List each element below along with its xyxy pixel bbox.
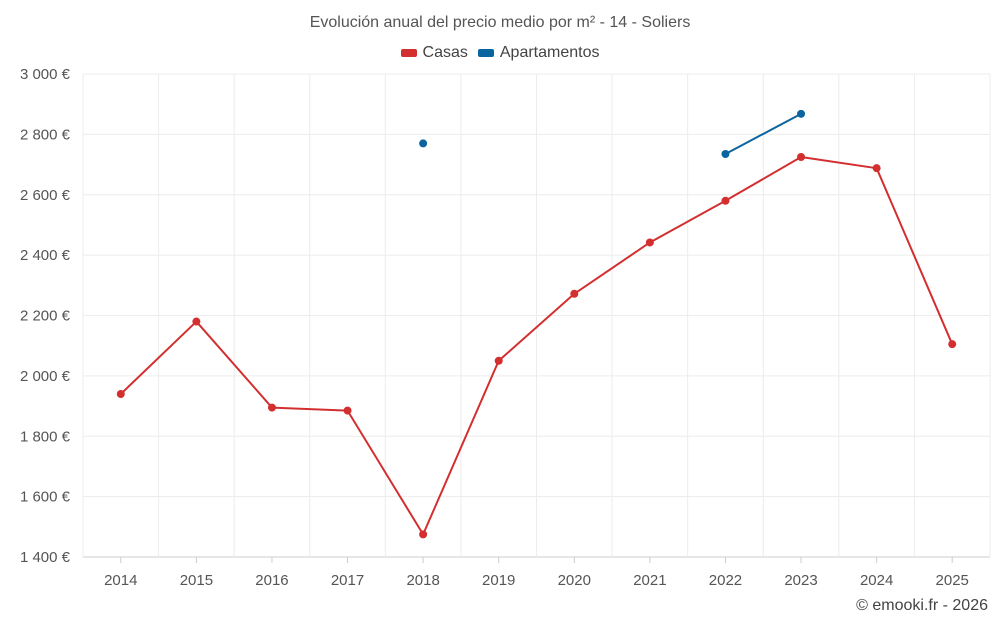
x-tick-label: 2014 bbox=[104, 572, 137, 589]
x-tick-label: 2020 bbox=[558, 572, 591, 589]
x-tick-label: 2015 bbox=[180, 572, 213, 589]
x-tick-label: 2016 bbox=[255, 572, 288, 589]
y-tick-label: 1 800 € bbox=[20, 428, 71, 445]
x-tick-label: 2018 bbox=[406, 572, 439, 589]
y-tick-label: 2 800 € bbox=[20, 126, 71, 143]
x-tick-label: 2024 bbox=[860, 572, 893, 589]
x-tick-label: 2019 bbox=[482, 572, 515, 589]
y-tick-label: 2 600 € bbox=[20, 187, 71, 204]
data-point-casas bbox=[721, 196, 730, 205]
legend-swatch-apartamentos bbox=[477, 49, 494, 57]
y-tick-label: 2 400 € bbox=[20, 247, 71, 264]
footer-credit: © emooki.fr - 2026 bbox=[856, 597, 988, 614]
y-tick-label: 1 400 € bbox=[20, 549, 71, 566]
data-point-casas bbox=[267, 403, 276, 412]
data-point-casas bbox=[948, 340, 957, 349]
data-point-casas bbox=[872, 164, 881, 173]
y-tick-label: 3 000 € bbox=[20, 66, 71, 83]
series-line-casas bbox=[120, 156, 954, 536]
y-tick-label: 2 200 € bbox=[20, 308, 71, 325]
data-point-apartamentos bbox=[419, 139, 428, 148]
x-tick-label: 2022 bbox=[709, 572, 742, 589]
data-point-casas bbox=[494, 356, 503, 365]
y-tick-label: 1 600 € bbox=[20, 489, 71, 506]
x-tick-label: 2023 bbox=[784, 572, 817, 589]
series-line-apartamentos bbox=[724, 112, 802, 155]
data-point-casas bbox=[192, 317, 201, 326]
legend-label-casas: Casas bbox=[422, 44, 468, 61]
data-point-casas bbox=[419, 530, 428, 539]
legend-label-apartamentos: Apartamentos bbox=[499, 44, 600, 61]
legend-item-apartamentos[interactable]: Apartamentos bbox=[477, 44, 600, 62]
legend: Casas Apartamentos bbox=[0, 44, 1000, 62]
data-point-casas bbox=[343, 406, 352, 415]
data-point-apartamentos bbox=[721, 149, 730, 158]
x-tick-label: 2025 bbox=[936, 572, 969, 589]
x-tick-label: 2017 bbox=[331, 572, 364, 589]
x-tick-label: 2021 bbox=[633, 572, 666, 589]
legend-swatch-casas bbox=[400, 49, 417, 57]
data-point-casas bbox=[797, 153, 806, 162]
data-point-casas bbox=[116, 389, 125, 398]
data-point-casas bbox=[570, 289, 579, 298]
data-point-casas bbox=[645, 238, 654, 247]
legend-item-casas[interactable]: Casas bbox=[400, 44, 468, 62]
y-tick-label: 2 000 € bbox=[20, 368, 71, 385]
chart-title: Evolución anual del precio medio por m² … bbox=[309, 14, 691, 31]
data-point-apartamentos bbox=[797, 109, 806, 118]
